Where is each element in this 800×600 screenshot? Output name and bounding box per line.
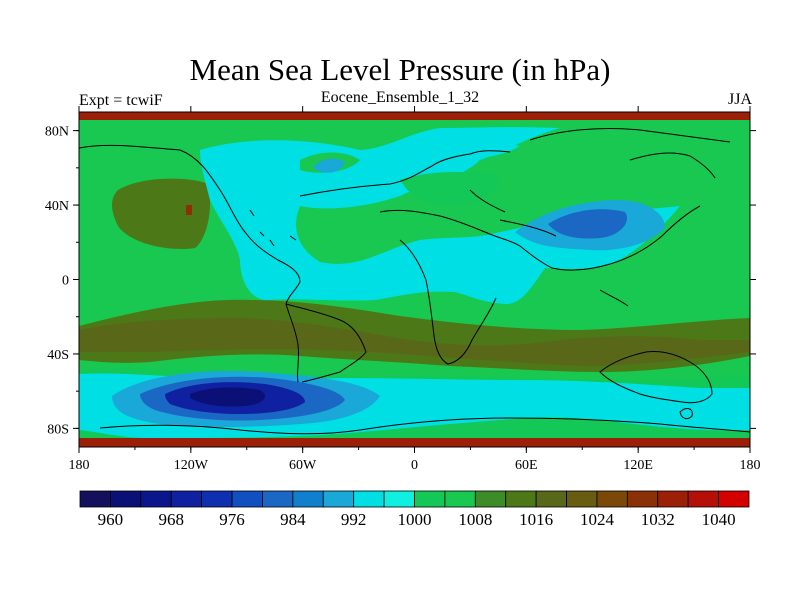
colorbar-swatch bbox=[566, 490, 598, 508]
pressure-contour-fill bbox=[79, 112, 750, 447]
colorbar: 960 968 976 984 992 1000 1008 1016 1024 1032 1040 bbox=[79, 490, 750, 529]
plot-title: Mean Sea Level Pressure (in hPa) bbox=[189, 52, 611, 87]
colorbar-swatch bbox=[474, 490, 507, 508]
colorbar-swatch bbox=[353, 490, 385, 508]
colorbar-swatch bbox=[657, 490, 689, 508]
colorbar-label: 1008 bbox=[458, 510, 492, 529]
colorbar-swatch bbox=[170, 490, 203, 508]
colorbar-label: 992 bbox=[341, 510, 367, 529]
axis-ticks: 180 120W 60W 0 60E 120E 180 80N 40N 0 40S 80S bbox=[45, 106, 761, 473]
colorbar-swatch bbox=[201, 490, 233, 508]
colorbar-swatch bbox=[140, 490, 172, 508]
lat-tick-label: 40N bbox=[45, 199, 69, 214]
colorbar-swatch bbox=[262, 490, 294, 508]
colorbar-swatch bbox=[718, 490, 750, 508]
colorbar-label: 1032 bbox=[641, 510, 675, 529]
colorbar-label: 1024 bbox=[580, 510, 615, 529]
colorbar-label: 960 bbox=[98, 510, 124, 529]
colorbar-swatch bbox=[626, 490, 659, 508]
ensemble-label: Eocene_Ensemble_1_32 bbox=[320, 89, 480, 106]
lat-tick-label: 80N bbox=[45, 125, 69, 140]
lon-tick-label: 60E bbox=[515, 458, 538, 473]
colorbar-label: 984 bbox=[280, 510, 306, 529]
coastlines bbox=[79, 127, 750, 435]
lon-tick-label: 180 bbox=[740, 458, 761, 473]
colorbar-swatch bbox=[414, 490, 446, 508]
colorbar-swatch bbox=[322, 490, 355, 508]
colorbar-swatch bbox=[687, 490, 719, 508]
colorbar-label: 968 bbox=[158, 510, 184, 529]
colorbar-swatch bbox=[292, 490, 324, 508]
lat-tick-label: 40S bbox=[47, 348, 69, 363]
colorbar-swatch bbox=[383, 490, 415, 508]
lon-tick-label: 60W bbox=[289, 458, 317, 473]
colorbar-swatch bbox=[596, 490, 628, 508]
lat-tick-label: 0 bbox=[62, 274, 69, 289]
lon-tick-label: 180 bbox=[69, 458, 90, 473]
colorbar-swatch bbox=[110, 490, 142, 508]
lon-tick-label: 0 bbox=[411, 458, 418, 473]
colorbar-label: 1040 bbox=[702, 510, 736, 529]
colorbar-swatch bbox=[444, 490, 476, 508]
lat-tick-label: 80S bbox=[47, 422, 69, 437]
colorbar-swatch bbox=[231, 490, 263, 508]
colorbar-label: 1016 bbox=[519, 510, 553, 529]
colorbar-swatch bbox=[505, 490, 537, 508]
lon-tick-label: 120W bbox=[174, 458, 209, 473]
colorbar-label: 1000 bbox=[398, 510, 432, 529]
colorbar-swatch bbox=[79, 490, 111, 508]
season-label: JJA bbox=[727, 91, 752, 108]
lon-tick-label: 120E bbox=[623, 458, 653, 473]
colorbar-swatch bbox=[535, 490, 567, 508]
experiment-label: Expt = tcwiF bbox=[79, 92, 163, 109]
colorbar-label: 976 bbox=[219, 510, 245, 529]
